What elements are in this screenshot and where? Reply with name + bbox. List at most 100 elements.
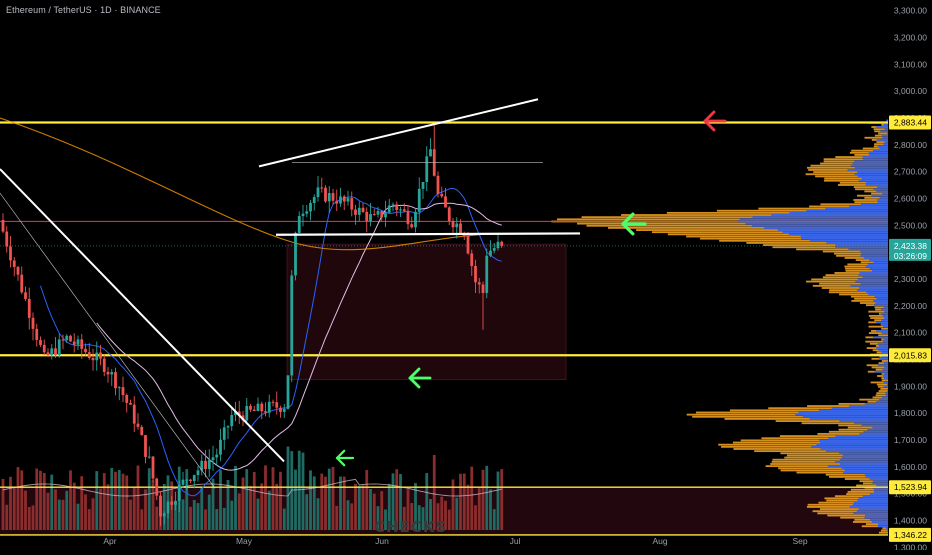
volume-profile-bar-blue: [876, 126, 888, 128]
volume-profile-bar-blue: [872, 482, 888, 484]
volume-bar: [185, 469, 188, 530]
candle-body: [17, 267, 20, 275]
volume-bar: [77, 504, 80, 530]
volume-bar: [350, 503, 353, 530]
candle-body: [182, 480, 185, 485]
volume-bar: [189, 507, 192, 530]
volume-profile-bar-blue: [879, 349, 888, 351]
volume-bar: [249, 486, 252, 530]
volume-bar: [215, 509, 218, 530]
candle-body: [167, 502, 170, 514]
rising-wedge-line: [259, 99, 538, 166]
candle-body: [392, 204, 395, 205]
volume-profile-bar-blue: [801, 238, 888, 240]
volume-profile-bar-blue: [825, 208, 888, 210]
candle-body: [272, 402, 275, 403]
volume-profile-bar-blue: [878, 343, 888, 345]
candle-body: [309, 203, 312, 211]
volume-profile-bar-blue: [828, 437, 888, 439]
volume-bar: [50, 475, 53, 530]
volume-bar: [275, 484, 278, 530]
volume-profile-bar-blue: [865, 403, 888, 405]
volume-profile-bar-blue: [863, 156, 888, 158]
volume-profile-bar-blue: [873, 300, 888, 302]
volume-profile-bar-blue: [854, 160, 888, 162]
candle-body: [5, 232, 8, 247]
candle-body: [313, 197, 316, 203]
candle-body: [137, 424, 140, 427]
volume-bar: [24, 491, 27, 530]
volume-profile-bar-blue: [874, 491, 888, 493]
candle-body: [444, 196, 447, 207]
volume-profile-bar-blue: [874, 489, 888, 491]
y-tick-label: 1,700.00: [894, 435, 927, 445]
volume-profile-bar-blue: [855, 281, 888, 283]
volume-profile-bar-blue: [795, 414, 888, 416]
candle-body: [478, 282, 481, 284]
volume-profile-bar-blue: [859, 287, 888, 289]
candle-body: [118, 387, 121, 388]
volume-profile-bar-blue: [835, 435, 888, 437]
candle-body: [407, 211, 410, 224]
volume-bar: [58, 500, 61, 530]
volume-profile-bar-blue: [832, 407, 888, 409]
volume-profile-bar-blue: [789, 212, 888, 214]
candle-body: [298, 216, 301, 233]
candle-body: [380, 211, 383, 217]
candle-body: [227, 426, 230, 427]
candle-body: [185, 480, 188, 481]
volume-bar: [493, 509, 496, 530]
y-tick-label: 1,600.00: [894, 462, 927, 472]
candle-body: [43, 345, 46, 352]
candle-body: [215, 455, 218, 458]
volume-profile-bar-blue: [882, 332, 888, 334]
y-tick-label: 2,700.00: [894, 167, 927, 177]
volume-profile-bar-blue: [882, 397, 888, 399]
volume-profile-bar: [881, 530, 888, 532]
volume-profile-bar-blue: [878, 523, 888, 525]
candle-body: [13, 260, 16, 266]
candle-body: [148, 457, 151, 458]
volume-bar: [43, 473, 46, 530]
candle-body: [223, 427, 226, 439]
volume-profile-bar-blue: [811, 446, 888, 448]
volume-bar: [328, 469, 331, 530]
candle-body: [20, 275, 23, 293]
volume-profile-bar-blue: [884, 306, 888, 308]
volume-profile-bar-blue: [884, 141, 888, 143]
candle-body: [354, 210, 357, 215]
y-tick-label: 2,300.00: [894, 274, 927, 284]
volume-bar: [257, 499, 260, 530]
descending-channel-line: [0, 193, 215, 488]
volume-profile-bar-blue: [863, 495, 888, 497]
volume-profile-bar-blue: [884, 373, 888, 375]
volume-profile-bar-blue: [858, 278, 888, 280]
volume-profile-bar-blue: [876, 485, 888, 487]
candle-body: [65, 336, 68, 340]
candle-body: [39, 340, 42, 345]
volume-profile-bar: [879, 390, 888, 392]
candle-body: [459, 224, 462, 234]
volume-profile-bar-blue: [849, 206, 888, 208]
candle-body: [189, 480, 192, 481]
candle-body: [144, 435, 147, 457]
volume-profile-bar-blue: [854, 422, 888, 424]
volume-profile-bar-blue: [840, 463, 888, 465]
volume-profile-bar-blue: [887, 530, 888, 532]
volume-profile-bar-blue: [858, 175, 888, 177]
volume-profile-bar-blue: [753, 216, 888, 218]
y-tick-label: 2,200.00: [894, 301, 927, 311]
volume-profile-bar-blue: [860, 251, 888, 253]
candle-body: [92, 358, 95, 360]
volume-profile-bar-blue: [878, 145, 888, 147]
volume-profile-bar-blue: [884, 377, 888, 379]
candle-body: [69, 336, 72, 342]
candle-body: [388, 205, 391, 212]
volume-profile-bar-blue: [857, 289, 888, 291]
candle-body: [107, 372, 110, 375]
volume-profile-bar-blue: [869, 154, 888, 156]
volume-profile-bar-blue: [840, 459, 888, 461]
volume-bar: [99, 488, 102, 530]
volume-bar: [260, 483, 263, 530]
volume-bar: [103, 473, 106, 530]
